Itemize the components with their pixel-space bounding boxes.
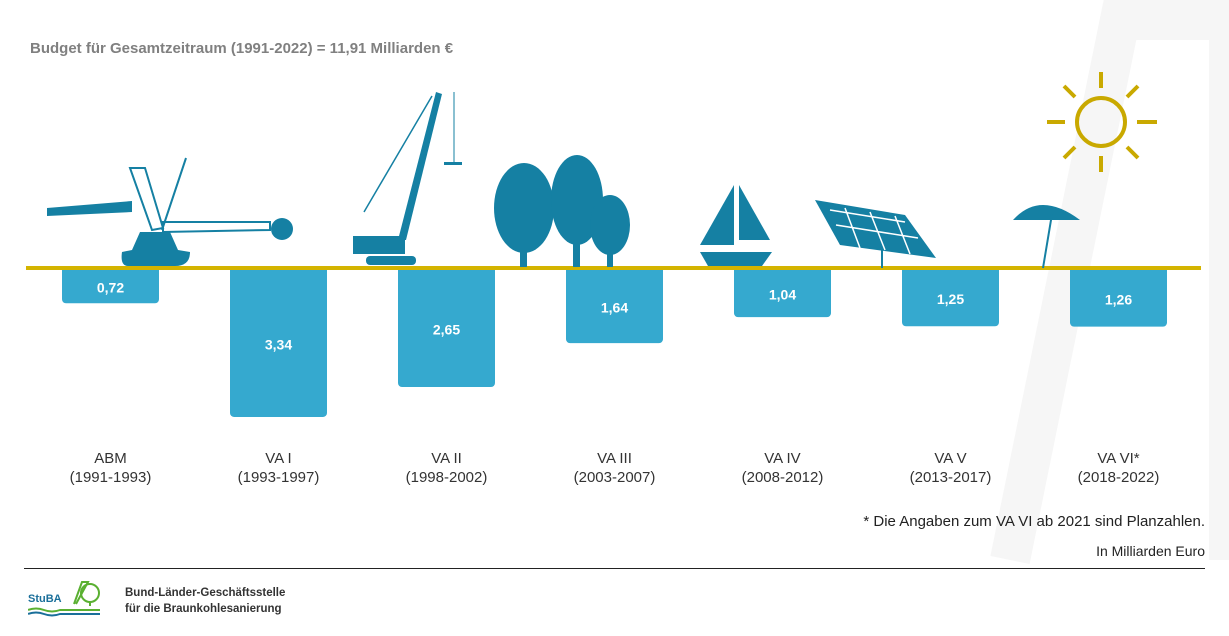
category-period: (1998-2002) xyxy=(405,469,488,486)
bar-value-label: 3,34 xyxy=(265,336,292,352)
bar-value-label: 0,72 xyxy=(97,280,124,296)
category-period: (1991-1993) xyxy=(69,469,152,486)
logo-abbr: StuBA xyxy=(28,593,62,605)
category-label: VA II (1998-2002) xyxy=(367,449,527,487)
stuba-logo-mark xyxy=(28,581,100,617)
category-name: VA IV xyxy=(764,450,801,467)
category-name: VA III xyxy=(597,450,632,467)
category-period: (1993-1997) xyxy=(237,469,320,486)
trees-icon xyxy=(494,155,630,267)
bar-4 xyxy=(734,266,831,318)
category-name: VA I xyxy=(265,450,292,467)
bar-2 xyxy=(398,266,495,388)
crawler-crane-icon xyxy=(353,92,462,265)
divider xyxy=(24,568,1205,569)
category-name: VA V xyxy=(934,450,967,467)
footnote: * Die Angaben zum VA VI ab 2021 sind Pla… xyxy=(863,513,1205,530)
category-name: VA II xyxy=(431,450,462,467)
bar-value-label: 1,64 xyxy=(601,300,628,316)
sun-icon xyxy=(1047,72,1157,172)
stuba-logo: StuBA Bund-Länder-Geschäftsstelle für di… xyxy=(28,578,288,628)
category-period: (2003-2007) xyxy=(573,469,656,486)
logo-abbr-wrap: StuBA xyxy=(28,593,62,605)
category-label: VA III (2003-2007) xyxy=(535,449,695,487)
category-period: (2008-2012) xyxy=(741,469,824,486)
watermark-shape xyxy=(990,0,1229,564)
bar-6 xyxy=(1070,266,1167,327)
logo-line1: Bund-Länder-Geschäftsstelle xyxy=(125,587,286,599)
category-name: VA VI* xyxy=(1097,450,1140,467)
unit-note: In Milliarden Euro xyxy=(1096,543,1205,559)
category-period: (2018-2022) xyxy=(1077,469,1160,486)
bar-5 xyxy=(902,266,999,327)
bar-0 xyxy=(62,266,159,304)
bar-value-label: 2,65 xyxy=(433,322,460,338)
bucket-wheel-excavator-icon xyxy=(47,157,293,266)
bar-1 xyxy=(230,266,327,417)
sailboat-icon xyxy=(700,185,772,266)
bar-3 xyxy=(566,266,663,344)
category-label: VA V (2013-2017) xyxy=(871,449,1031,487)
solar-panel-icon xyxy=(815,200,936,268)
category-label: VA I (1993-1997) xyxy=(199,449,359,487)
category-name: ABM xyxy=(94,450,127,467)
category-period: (2013-2017) xyxy=(909,469,992,486)
category-label: ABM (1991-1993) xyxy=(31,449,191,487)
chart-title: Budget für Gesamtzeitraum (1991-2022) = … xyxy=(30,40,454,57)
category-label: VA VI* (2018-2022) xyxy=(1039,449,1199,487)
logo-line2: für die Braunkohlesanierung xyxy=(125,603,282,615)
beach-umbrella-icon xyxy=(1013,205,1080,269)
bar-value-label: 1,04 xyxy=(769,287,796,303)
category-label: VA IV (2008-2012) xyxy=(703,449,863,487)
bar-value-label: 1,26 xyxy=(1105,291,1132,307)
bar-value-label: 1,25 xyxy=(937,291,964,307)
